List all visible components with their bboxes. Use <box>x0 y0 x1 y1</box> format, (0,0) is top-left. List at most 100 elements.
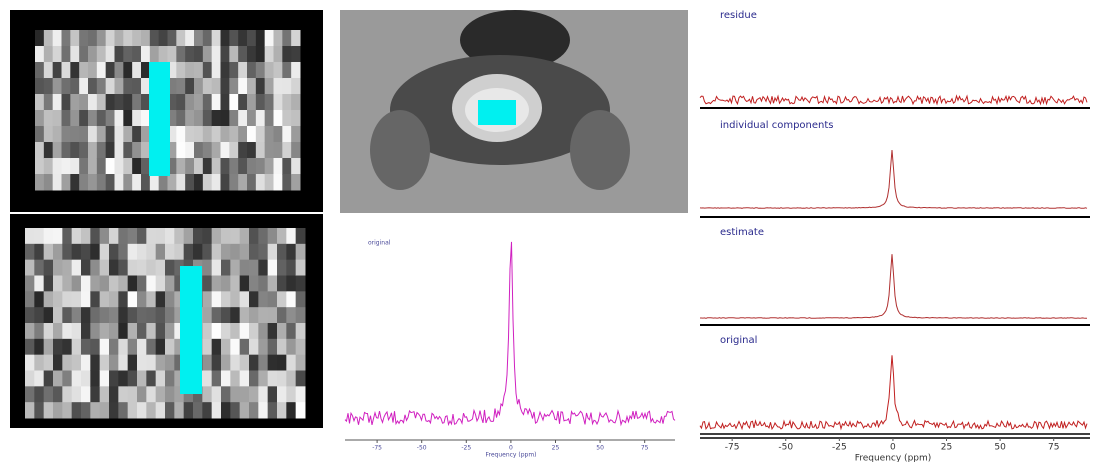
texture <box>291 142 300 159</box>
texture <box>221 402 231 418</box>
texture <box>256 62 265 79</box>
texture <box>115 30 124 47</box>
texture <box>137 355 147 371</box>
texture <box>90 339 100 355</box>
texture <box>123 78 132 95</box>
texture <box>268 386 278 402</box>
texture <box>185 126 194 143</box>
texture <box>212 339 222 355</box>
texture <box>132 174 141 191</box>
texture <box>274 110 283 127</box>
texture <box>194 62 203 79</box>
texture <box>62 158 71 175</box>
texture <box>35 158 44 175</box>
texture <box>221 142 230 159</box>
anatomy <box>570 110 630 190</box>
texture <box>44 126 53 143</box>
texture <box>25 323 35 339</box>
texture <box>81 355 91 371</box>
texture <box>150 174 159 191</box>
texture <box>286 323 296 339</box>
texture <box>212 371 222 387</box>
texture <box>79 46 88 63</box>
texture <box>229 158 238 175</box>
texture <box>34 228 44 244</box>
texture <box>291 126 300 143</box>
texture <box>159 30 168 47</box>
texture <box>146 386 156 402</box>
texture <box>240 276 250 292</box>
texture <box>229 174 238 191</box>
texture <box>291 62 300 79</box>
texture <box>35 110 44 127</box>
texture <box>229 78 238 95</box>
texture <box>194 30 203 47</box>
texture <box>53 355 63 371</box>
texture <box>128 323 138 339</box>
texture <box>79 142 88 159</box>
texture <box>88 94 97 111</box>
texture <box>165 276 175 292</box>
texture <box>72 244 82 260</box>
texture <box>146 276 156 292</box>
texture <box>137 323 147 339</box>
texture <box>176 46 185 63</box>
texture <box>277 355 287 371</box>
texture <box>282 30 291 47</box>
texture <box>53 126 62 143</box>
texture <box>34 276 44 292</box>
texture <box>249 228 259 244</box>
texture <box>44 323 54 339</box>
texture <box>256 46 265 63</box>
texture <box>44 158 53 175</box>
texture <box>34 323 44 339</box>
texture <box>230 355 240 371</box>
texture <box>128 307 138 323</box>
texture <box>25 402 35 418</box>
texture <box>274 126 283 143</box>
texture <box>25 228 35 244</box>
texture <box>268 323 278 339</box>
texture <box>141 158 150 175</box>
texture <box>44 228 54 244</box>
texture <box>274 174 283 191</box>
texture <box>203 126 212 143</box>
texture <box>184 244 194 260</box>
panel-label: estimate <box>720 227 764 238</box>
texture <box>258 355 268 371</box>
texture <box>97 78 106 95</box>
texture <box>165 307 175 323</box>
texture <box>240 339 250 355</box>
texture <box>90 276 100 292</box>
texture <box>203 174 212 191</box>
texture <box>100 371 110 387</box>
texture <box>88 142 97 159</box>
texture <box>212 228 222 244</box>
texture <box>212 94 221 111</box>
texture <box>137 307 147 323</box>
texture <box>44 276 54 292</box>
texture <box>282 158 291 175</box>
texture <box>97 62 106 79</box>
texture <box>132 46 141 63</box>
texture <box>221 291 231 307</box>
texture <box>109 402 119 418</box>
voxel-roi <box>149 62 170 176</box>
texture <box>291 158 300 175</box>
texture <box>274 62 283 79</box>
texture <box>165 371 175 387</box>
texture <box>212 276 222 292</box>
texture <box>88 174 97 191</box>
texture <box>123 126 132 143</box>
texture <box>165 339 175 355</box>
texture <box>72 291 82 307</box>
texture <box>185 30 194 47</box>
texture <box>128 355 138 371</box>
texture <box>238 46 247 63</box>
texture <box>35 142 44 159</box>
texture <box>146 371 156 387</box>
texture <box>109 307 119 323</box>
texture <box>44 291 54 307</box>
texture <box>277 323 287 339</box>
texture <box>212 402 222 418</box>
